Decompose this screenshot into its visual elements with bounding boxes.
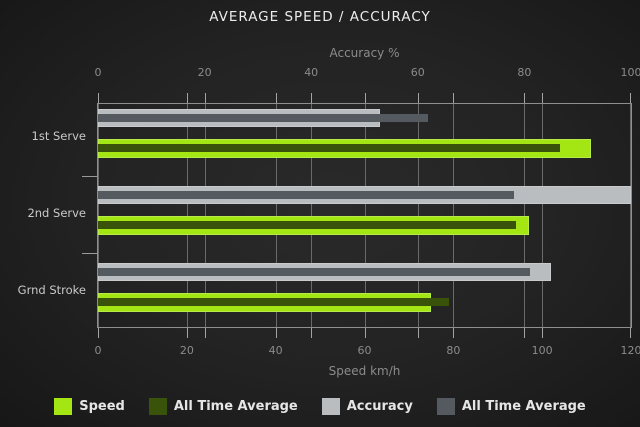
- top-tick-label-20: 20: [197, 66, 212, 79]
- legend-label: Speed: [79, 399, 125, 414]
- gridline-bottom-40: [276, 104, 277, 327]
- category-label-1st-serve: 1st Serve: [31, 129, 86, 143]
- legend-label: All Time Average: [461, 399, 586, 414]
- bottom-tick-label-0: 0: [94, 344, 102, 357]
- bar-speed-alltime-grnd-stroke: [98, 298, 449, 306]
- tickmark-top-bottom-20: [205, 328, 206, 338]
- bottom-tick-label-40: 40: [268, 344, 283, 357]
- chart-title: AVERAGE SPEED / ACCURACY: [209, 9, 431, 25]
- legend-swatch-icon: [54, 398, 73, 415]
- tickmark-top-top-80: [524, 93, 525, 103]
- bottom-axis-title: Speed km/h: [328, 364, 401, 378]
- gridline-top-20: [205, 104, 206, 327]
- gridline-bottom-80: [453, 104, 454, 327]
- tickmark-top-top-60: [418, 93, 419, 103]
- bar-accuracy-alltime-1st-serve: [98, 114, 428, 122]
- legend-item-all-time-average-3[interactable]: All Time Average: [436, 398, 586, 415]
- legend-swatch-icon: [321, 398, 340, 415]
- tickmark-top-bottom-60: [418, 328, 419, 338]
- legend-swatch-icon: [148, 398, 167, 415]
- top-tick-label-0: 0: [94, 66, 102, 79]
- tickmark-bottom-top-100: [542, 93, 543, 103]
- bottom-tick-label-80: 80: [446, 344, 461, 357]
- tickmark-bottom-bottom-100: [542, 328, 543, 338]
- tickmark-bottom-top-40: [276, 93, 277, 103]
- tickmark-top-bottom-100: [630, 328, 631, 338]
- tickmark-top-top-20: [205, 93, 206, 103]
- top-tick-label-80: 80: [517, 66, 532, 79]
- category-label-2nd-serve: 2nd Serve: [27, 206, 86, 220]
- tickmark-top-top-100: [630, 93, 631, 103]
- category-separator-tick: [82, 252, 97, 254]
- bottom-tick-label-20: 20: [179, 344, 194, 357]
- tickmark-bottom-top-80: [453, 93, 454, 103]
- bar-accuracy-alltime-grnd-stroke: [98, 268, 530, 276]
- tickmark-bottom-bottom-60: [365, 328, 366, 338]
- legend-item-speed-0[interactable]: Speed: [54, 398, 125, 415]
- gridline-top-80: [524, 104, 525, 327]
- tickmark-bottom-bottom-40: [276, 328, 277, 338]
- tickmark-top-bottom-40: [311, 328, 312, 338]
- legend: Speed All Time Average Accuracy All Time Av…: [0, 398, 640, 415]
- tickmark-top-top-0: [98, 93, 99, 103]
- tickmark-top-bottom-0: [98, 328, 99, 338]
- bar-accuracy-alltime-2nd-serve: [98, 191, 514, 199]
- tickmark-bottom-top-60: [365, 93, 366, 103]
- top-axis-title: Accuracy %: [329, 46, 400, 60]
- top-tick-label-100: 100: [620, 66, 640, 79]
- gridline-top-60: [418, 104, 419, 327]
- gridline-bottom-60: [365, 104, 366, 327]
- gridline-top-0: [98, 104, 99, 327]
- top-tick-label-60: 60: [410, 66, 425, 79]
- tickmark-bottom-top-20: [187, 93, 188, 103]
- gridline-bottom-20: [187, 104, 188, 327]
- bar-speed-alltime-1st-serve: [98, 144, 560, 152]
- tickmark-top-top-40: [311, 93, 312, 103]
- tickmark-bottom-bottom-20: [187, 328, 188, 338]
- tickmark-top-bottom-80: [524, 328, 525, 338]
- legend-label: All Time Average: [173, 399, 298, 414]
- bottom-tick-label-60: 60: [357, 344, 372, 357]
- bottom-tick-label-100: 100: [531, 344, 553, 357]
- bar-speed-alltime-2nd-serve: [98, 221, 516, 229]
- category-separator-tick: [82, 175, 97, 177]
- tickmark-bottom-bottom-80: [453, 328, 454, 338]
- bottom-tick-label-120: 120: [620, 344, 640, 357]
- gridline-bottom-100: [542, 104, 543, 327]
- legend-swatch-icon: [436, 398, 455, 415]
- legend-item-all-time-average-1[interactable]: All Time Average: [148, 398, 298, 415]
- gridline-top-40: [311, 104, 312, 327]
- plot-area: [82, 93, 632, 338]
- legend-item-accuracy-2[interactable]: Accuracy: [321, 398, 413, 415]
- category-label-grnd-stroke: Grnd Stroke: [17, 283, 86, 297]
- legend-label: Accuracy: [346, 399, 413, 414]
- gridline-top-100: [630, 104, 631, 327]
- top-tick-label-40: 40: [304, 66, 319, 79]
